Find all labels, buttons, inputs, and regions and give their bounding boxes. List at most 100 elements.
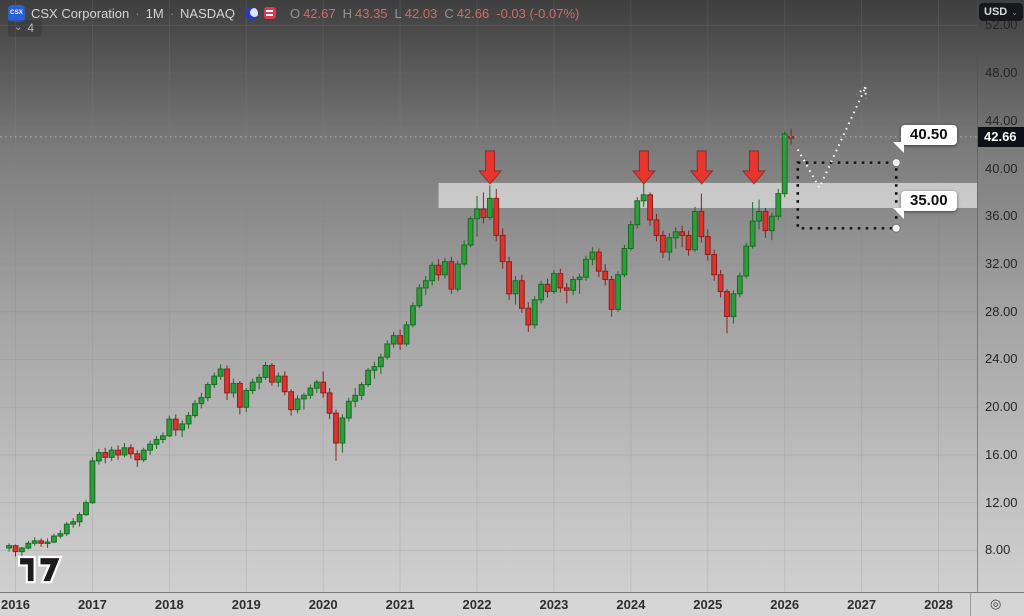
candle (442, 261, 448, 276)
candle (192, 403, 198, 417)
candle (557, 273, 564, 289)
price-callout-lower[interactable]: 35.00 (893, 191, 957, 219)
candle (140, 449, 147, 461)
candle (95, 452, 102, 462)
year-tick-label: 2023 (539, 597, 569, 612)
candle (570, 279, 577, 291)
price-tick-label: 16.00 (985, 446, 1018, 462)
candle (640, 194, 647, 202)
currency-label: USD (984, 6, 1008, 18)
symbol-logo-icon[interactable]: CSX (8, 4, 25, 22)
currency-selector-button[interactable]: USD ⌄ (979, 3, 1023, 21)
sell-arrow-icon[interactable] (478, 150, 503, 185)
candle (127, 447, 134, 455)
candle (499, 234, 506, 263)
price-callout-upper[interactable]: 40.50 (893, 125, 957, 153)
drawing-handle[interactable] (891, 223, 901, 233)
red-notes-icon[interactable] (263, 7, 276, 19)
candle (160, 435, 166, 440)
market-closed-moon-icon[interactable] (244, 6, 258, 20)
candle (486, 197, 493, 219)
separator-dot: · (169, 5, 175, 21)
open-value: 42.67 (303, 5, 336, 21)
candle (525, 307, 532, 326)
candle (422, 280, 429, 289)
candle (563, 287, 570, 291)
exchange-label: NASDAQ (180, 5, 235, 21)
candle (474, 208, 480, 220)
sell-arrow-icon[interactable] (689, 150, 714, 185)
price-tick-label: 44.00 (985, 112, 1018, 128)
candle (730, 293, 737, 318)
candle (38, 540, 45, 544)
settings-gear-icon[interactable]: ◎ (990, 596, 1002, 611)
candle (333, 412, 339, 444)
candle (108, 449, 115, 458)
high-value: 43.35 (355, 5, 388, 21)
price-tick-label: 52.00 (985, 17, 1018, 33)
year-tick-label: 2016 (1, 597, 30, 612)
candle (102, 452, 109, 458)
candle (762, 211, 769, 232)
candle (115, 449, 121, 456)
candle (288, 391, 295, 411)
candle (493, 197, 500, 236)
candle (384, 343, 391, 358)
candle (518, 280, 525, 309)
candle (698, 211, 705, 238)
candle (307, 387, 314, 396)
timeframe-label[interactable]: 1M (145, 5, 164, 21)
candle (313, 381, 320, 389)
target-range-box[interactable] (796, 161, 898, 230)
candle (653, 219, 660, 236)
candle (756, 211, 762, 222)
price-axis[interactable]: USD ⌄ 52.00 48.00 44.00 40.00 36.00 32.00 28.0… (977, 0, 1024, 592)
candle (185, 415, 192, 425)
candle (25, 542, 32, 549)
candle (281, 375, 288, 393)
candle (711, 253, 718, 276)
candle (461, 244, 468, 265)
candlestick-chart-canvas[interactable] (0, 0, 977, 592)
year-tick-label: 2021 (385, 597, 415, 612)
candle (204, 384, 211, 399)
price-tick-label: 20.00 (985, 399, 1018, 415)
ohlc-readout: O 42.67 H 43.35 L 42.03 C 42.66 -0.03 (-0.07… (290, 6, 579, 21)
time-axis[interactable]: 2016 2017 2018 2019 2020 2021 2022 2023 2024 2025… (0, 592, 1024, 616)
candle (448, 261, 455, 290)
projection-arrow[interactable] (796, 87, 867, 190)
price-tick-label: 8.00 (985, 542, 1011, 558)
candle (19, 547, 25, 553)
candle (454, 263, 461, 290)
candle (602, 270, 609, 281)
open-label: O (289, 5, 301, 21)
price-tick-label: 12.00 (985, 494, 1018, 510)
sell-arrow-icon[interactable] (631, 150, 657, 185)
candle (83, 502, 89, 516)
candle (429, 264, 436, 282)
sell-arrow-icon[interactable] (741, 150, 767, 185)
candle (506, 261, 512, 295)
symbol-name[interactable]: CSX Corporation (31, 5, 130, 21)
candle (57, 533, 64, 537)
candle (647, 194, 653, 221)
object-tree-toggle[interactable]: ⌄ 4 (8, 20, 43, 37)
candle (31, 540, 38, 544)
low-label: L (394, 5, 402, 21)
candle (615, 274, 621, 310)
candle (410, 305, 416, 326)
candle (531, 299, 538, 326)
candle (704, 236, 711, 255)
price-tick-label: 24.00 (985, 351, 1018, 367)
change-value: -0.03 (-0.07%) (496, 5, 580, 21)
resistance-zone[interactable] (438, 182, 977, 208)
candle (724, 290, 730, 318)
price-callout-upper-text: 40.50 (910, 126, 948, 143)
year-tick-label: 2025 (693, 597, 723, 612)
candle (224, 368, 230, 394)
drawing-handle[interactable] (891, 158, 901, 168)
year-tick-label: 2026 (770, 597, 800, 612)
candle (608, 279, 615, 310)
last-price-badge: 42.66 (978, 126, 1024, 147)
